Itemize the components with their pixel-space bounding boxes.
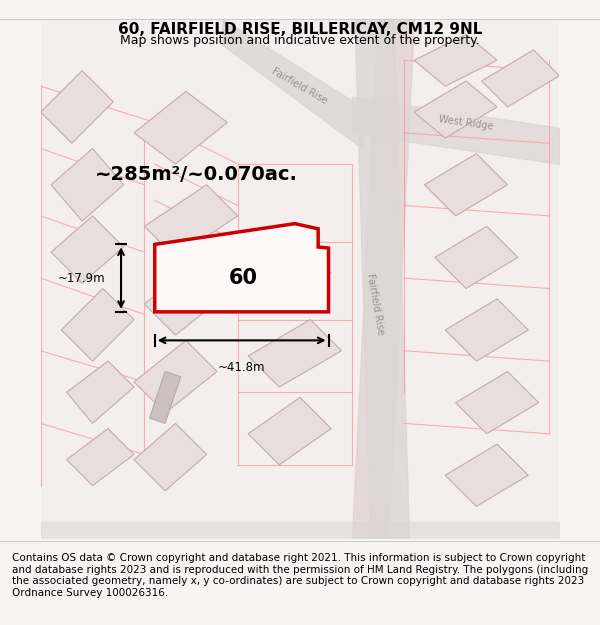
Polygon shape	[145, 262, 227, 335]
Polygon shape	[155, 224, 329, 312]
Polygon shape	[445, 444, 528, 506]
Polygon shape	[149, 371, 181, 423]
Polygon shape	[145, 185, 238, 258]
Text: Fairfield Rise: Fairfield Rise	[365, 272, 386, 336]
Polygon shape	[51, 216, 124, 283]
Polygon shape	[455, 371, 539, 434]
Text: West Ridge: West Ridge	[438, 114, 494, 131]
Text: Map shows position and indicative extent of the property.: Map shows position and indicative extent…	[120, 34, 480, 48]
Polygon shape	[248, 319, 341, 387]
Polygon shape	[134, 91, 227, 164]
Polygon shape	[414, 34, 497, 86]
Text: ~285m²/~0.070ac.: ~285m²/~0.070ac.	[95, 165, 298, 184]
Text: ~41.8m: ~41.8m	[218, 361, 265, 374]
Polygon shape	[445, 299, 528, 361]
Text: 60: 60	[229, 268, 257, 288]
Polygon shape	[61, 289, 134, 361]
Text: Fairfield Rise: Fairfield Rise	[271, 66, 329, 106]
Polygon shape	[425, 154, 508, 216]
Text: ~17.9m: ~17.9m	[58, 272, 106, 284]
Polygon shape	[134, 423, 206, 491]
Text: 60, FAIRFIELD RISE, BILLERICAY, CM12 9NL: 60, FAIRFIELD RISE, BILLERICAY, CM12 9NL	[118, 22, 482, 37]
Polygon shape	[67, 361, 134, 423]
Polygon shape	[414, 81, 497, 138]
Text: Contains OS data © Crown copyright and database right 2021. This information is : Contains OS data © Crown copyright and d…	[12, 553, 588, 598]
Polygon shape	[482, 50, 559, 107]
Polygon shape	[248, 398, 331, 465]
Polygon shape	[134, 341, 217, 413]
Polygon shape	[67, 429, 134, 486]
Polygon shape	[238, 242, 331, 309]
Polygon shape	[435, 226, 518, 289]
Polygon shape	[41, 71, 113, 143]
Polygon shape	[51, 148, 124, 221]
